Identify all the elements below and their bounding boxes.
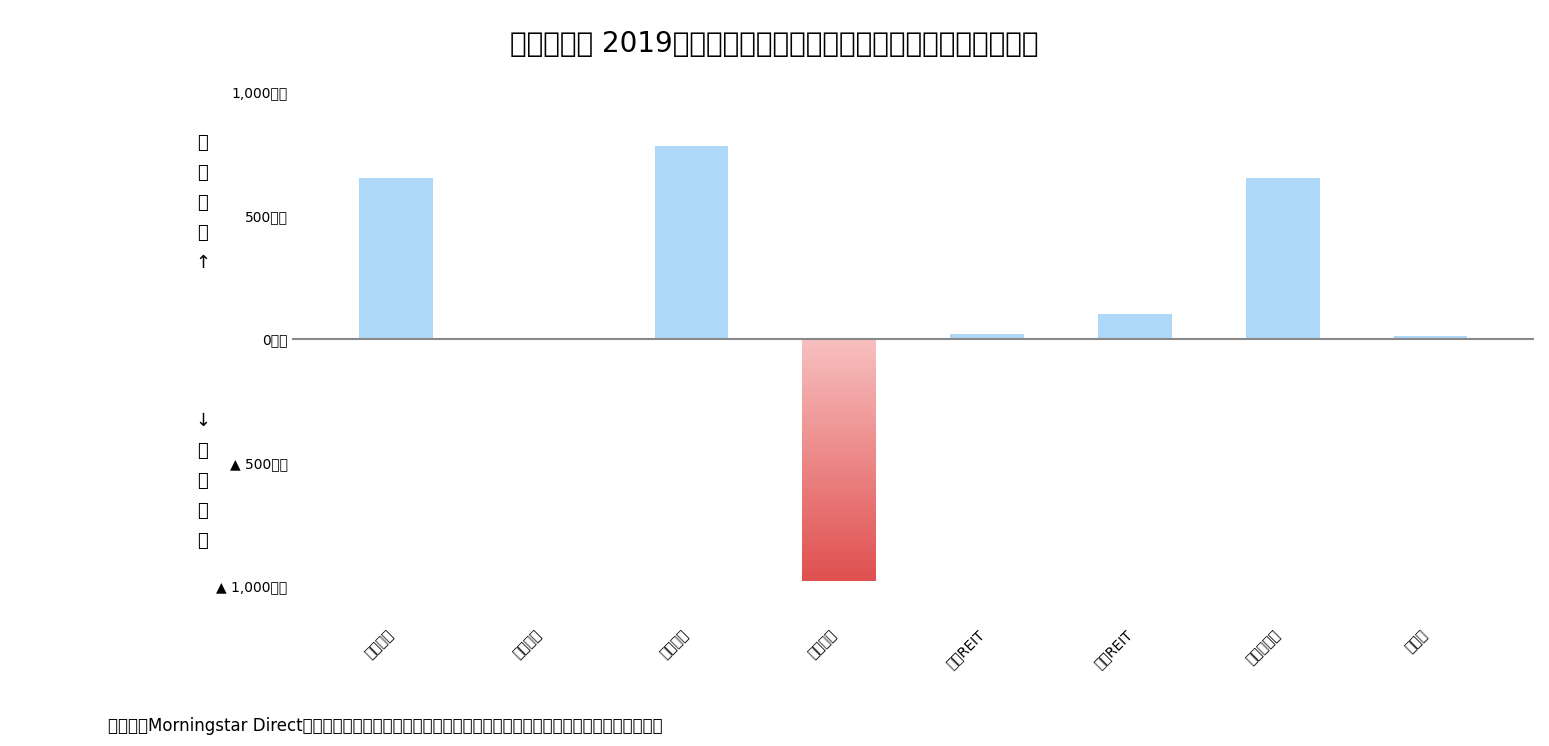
Text: 金: 金 bbox=[197, 502, 208, 520]
Bar bbox=[359, 178, 432, 339]
Bar bbox=[1394, 336, 1467, 339]
Text: 資: 資 bbox=[197, 532, 208, 550]
Text: 【図表１】 2019年１月の日本籍追加型株式投信の推計資金流出入: 【図表１】 2019年１月の日本籍追加型株式投信の推計資金流出入 bbox=[510, 30, 1039, 58]
Text: 金: 金 bbox=[197, 194, 208, 212]
Text: 出: 出 bbox=[197, 442, 208, 460]
Text: ↑: ↑ bbox=[195, 254, 211, 272]
Text: 資: 資 bbox=[197, 224, 208, 242]
Text: 流: 流 bbox=[197, 164, 208, 182]
Bar bbox=[1098, 314, 1173, 339]
Bar bbox=[507, 338, 581, 339]
Bar bbox=[655, 146, 728, 339]
Text: 流: 流 bbox=[197, 472, 208, 490]
Text: 入: 入 bbox=[197, 134, 208, 152]
Text: ↓: ↓ bbox=[195, 413, 211, 430]
Bar bbox=[950, 334, 1024, 339]
Bar bbox=[1245, 178, 1320, 339]
Text: （資料）Morningstar Directを用いて筆者集計。各資産クラスはイボットソン分類を用いてファンドを分類。: （資料）Morningstar Directを用いて筆者集計。各資産クラスはイボ… bbox=[108, 717, 663, 735]
